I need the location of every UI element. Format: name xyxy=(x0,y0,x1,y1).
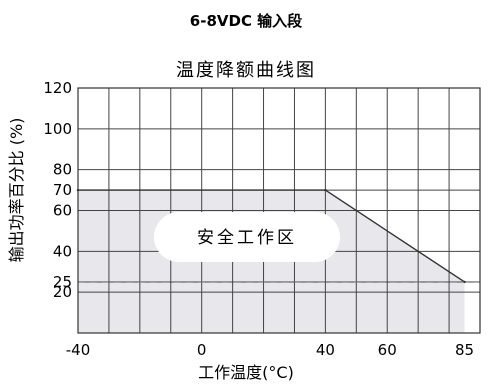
x-tick-label: 60 xyxy=(378,341,397,359)
y-tick-label: 25 xyxy=(53,273,72,291)
y-tick-label: 80 xyxy=(53,161,72,179)
y-tick-label: 120 xyxy=(43,79,72,97)
curve-point xyxy=(76,188,80,192)
y-axis-label: 输出功率百分比 (%) xyxy=(7,118,26,263)
safe-zone-label-bg xyxy=(154,212,340,262)
curve-point xyxy=(463,280,466,284)
y-tick-label: 40 xyxy=(53,242,72,260)
curve-point xyxy=(324,188,327,192)
section-heading: 6-8VDC 输入段 xyxy=(190,12,302,30)
x-tick-label: 85 xyxy=(455,341,474,359)
x-axis-tick-labels: -40 0 40 60 85 xyxy=(66,341,474,359)
y-tick-label: 20 xyxy=(53,283,72,301)
x-axis-label: 工作温度(°C) xyxy=(198,363,294,382)
y-tick-label: 100 xyxy=(43,120,72,138)
plot-area: 安全工作区 xyxy=(76,87,481,334)
x-tick-label: 0 xyxy=(197,341,207,359)
y-tick-label: 60 xyxy=(53,202,72,220)
x-tick-label: 40 xyxy=(316,341,335,359)
y-tick-label: 70 xyxy=(53,181,72,199)
safe-zone-label: 安全工作区 xyxy=(197,228,297,248)
chart-title: 温度降额曲线图 xyxy=(176,60,316,81)
curve-points xyxy=(76,188,466,284)
grid-lines xyxy=(78,88,480,333)
x-tick-label: -40 xyxy=(66,341,91,359)
plot-border xyxy=(77,87,481,334)
